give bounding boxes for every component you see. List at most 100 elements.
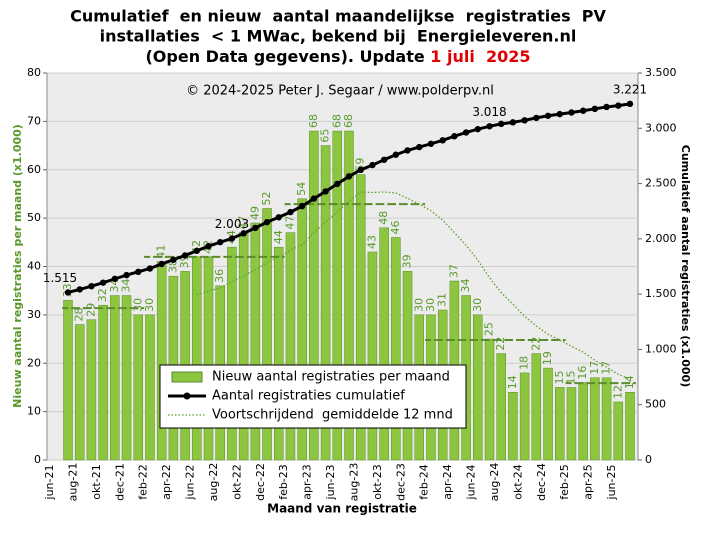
bar-label: 28 [73,308,86,322]
y2-tick-label: 2.000 [645,232,677,245]
y-tick-label: 80 [27,66,41,79]
bar-label: 19 [541,351,554,365]
cumulative-point [135,268,142,276]
x-tick-label: dec-23 [394,463,407,501]
bar-label: 32 [96,288,109,302]
cumulative-point [439,137,446,144]
bar [74,324,85,461]
bar [566,387,577,461]
cumulative-point [146,265,154,272]
cumulative-point [404,147,411,154]
moving-average-line [196,191,631,380]
bar-label: 30 [424,298,437,312]
bar [192,256,202,461]
y-tick-label: 40 [27,260,41,273]
bar-label: 30 [412,298,425,312]
y2-tick-label: 1.000 [645,342,677,355]
bar [250,222,261,461]
cumulative-point [591,105,599,113]
y2-tick-label: 500 [645,398,666,411]
cumulative-point [76,286,83,293]
cumulative-point [181,252,189,259]
cumulative-point [334,180,341,188]
legend-swatch [171,371,203,383]
cumulative-point [240,230,247,237]
bar [285,232,296,461]
bar-label: 52 [260,191,273,205]
chart-title: installaties < 1 MWac, bekend bij Energi… [100,27,577,46]
bar [355,174,366,461]
y-tick-label: 10 [27,405,41,418]
bar [227,246,237,461]
y-axis-label: Nieuw aantal registraties per maand (x1.… [11,124,24,408]
bar [555,387,565,461]
cumulative-point [544,112,552,119]
x-tick-label: jun-21 [43,465,56,501]
bar [473,314,483,461]
bar [274,246,284,461]
bar-label: 25 [483,322,496,336]
bar-label: 22 [529,337,542,351]
x-tick-label: apr-25 [582,464,595,500]
cumulative-point [228,235,236,242]
cumulative-point [310,195,318,202]
bar [86,319,97,461]
cumulative-label: 2.003 [215,217,249,231]
bar [367,251,378,461]
bar [344,130,354,461]
bar-label: 36 [213,269,226,283]
cumulative-point [158,260,165,268]
bar [484,338,495,461]
cumulative-point [521,117,528,124]
cumulative-point [298,202,306,210]
cumulative-point [252,224,259,232]
annotation: © 2024-2025 Peter J. Segaar / www.polder… [186,84,494,99]
x-tick-label: jun-22 [184,465,197,501]
cumulative-label: 3.221 [613,82,647,96]
y-tick-label: 60 [27,163,41,176]
cumulative-point [427,140,435,147]
cumulative-point [451,133,458,140]
bar-label: 39 [401,254,414,268]
bar-label: 68 [342,114,355,128]
bar [63,300,73,461]
cumulative-point [170,256,177,263]
cumulative-point [603,103,610,111]
bar-label: 12 [611,385,624,399]
bar-label: 14 [506,375,519,389]
bar [320,145,331,461]
legend-swatch [183,392,191,400]
bar-label: 30 [471,298,484,312]
x-tick-label: feb-25 [558,464,571,500]
bar-label: 34 [108,279,121,293]
y-tick-label: 50 [27,211,41,224]
cumulative-point [498,120,505,128]
y-tick-label: 30 [27,308,41,321]
cumulative-point [345,173,353,180]
bar [519,372,530,461]
bar [145,314,155,461]
bar-label: 16 [576,366,589,380]
bar [262,208,272,461]
cumulative-point [88,282,95,290]
x-tick-label: okt-22 [230,464,243,499]
bar-label: 49 [248,206,261,220]
cumulative-point [474,125,481,133]
bar [543,367,553,461]
bar [531,353,542,461]
bar [578,382,588,461]
bar [110,295,120,461]
cumulative-point [579,107,587,114]
bar-label: 34 [120,279,133,293]
bar [297,198,307,461]
x-tick-label: okt-23 [371,464,384,499]
cumulative-point [287,208,294,216]
x-tick-label: aug-23 [347,463,360,502]
x-tick-label: jun-25 [605,465,618,501]
legend-label: Aantal registraties cumulatief [212,389,405,404]
bar [601,377,612,461]
bar-label: 22 [494,337,507,351]
x-tick-label: dec-22 [254,463,267,501]
x-tick-label: feb-22 [137,464,150,500]
bar-label: 17 [588,361,601,375]
